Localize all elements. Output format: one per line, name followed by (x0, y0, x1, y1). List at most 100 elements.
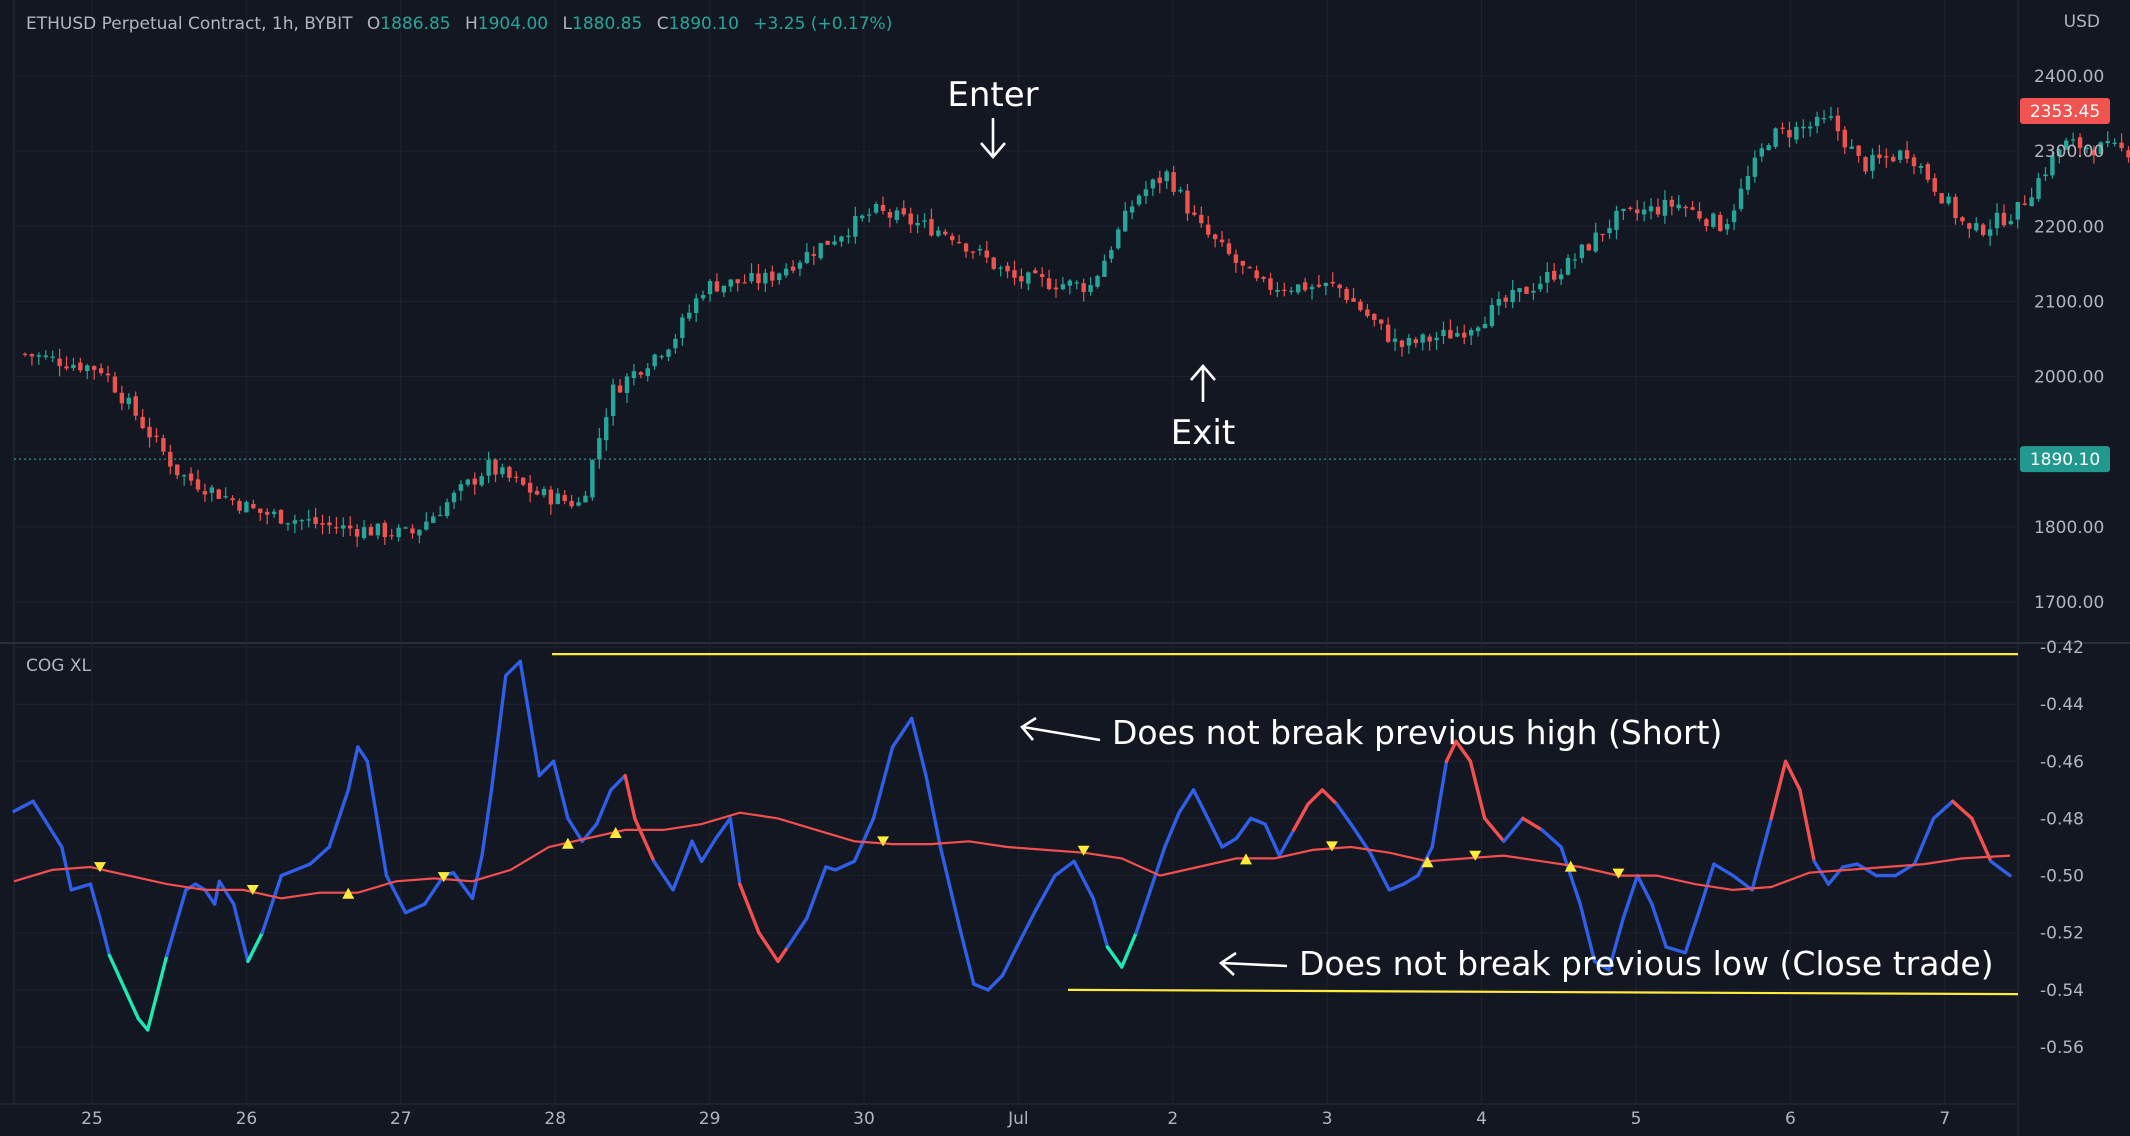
cog-line-segment (480, 788, 494, 858)
candle-body (908, 213, 913, 225)
candle-body (1648, 206, 1654, 212)
candle-body (1510, 289, 1515, 303)
candle-body (382, 522, 388, 538)
candle-body (105, 373, 111, 376)
candle-body (251, 503, 256, 509)
cog-line-segment (1483, 816, 1506, 843)
cog-line-segment (1931, 799, 1955, 821)
candle-body (1531, 290, 1536, 293)
candle-body (1572, 259, 1578, 261)
candle-body (1406, 337, 1412, 346)
cog-line-segment (403, 902, 427, 915)
candle-body (680, 317, 685, 339)
candle-body (1946, 196, 1951, 204)
candle-body (825, 240, 830, 245)
cog-line-segment (1540, 828, 1563, 849)
cog-line-segment (890, 716, 914, 749)
cog-line-segment (633, 816, 656, 863)
candle-body (1545, 271, 1550, 283)
cog-line-segment (1320, 788, 1339, 806)
candle-body (64, 366, 69, 369)
cog-line-segment (776, 945, 790, 963)
candle-body (244, 502, 249, 513)
candle-body (375, 523, 381, 536)
candle-body (617, 385, 623, 393)
cog-line-segment (805, 865, 828, 921)
cog-line-segment (1635, 873, 1654, 906)
candle-body (1150, 179, 1156, 189)
candle-body (880, 204, 886, 211)
candle-body (209, 487, 215, 493)
candle-body (797, 262, 803, 269)
candle-body (1088, 285, 1093, 292)
price-tick-label: 2400.00 (2034, 67, 2104, 87)
candle-body (1275, 290, 1280, 292)
candle-body (956, 241, 962, 244)
candle-body (1586, 244, 1591, 251)
cog-line-segment (652, 859, 675, 892)
candle-body (2119, 142, 2124, 149)
candle-body (1233, 254, 1239, 263)
candle-body (894, 210, 900, 220)
candle-body (1102, 260, 1107, 277)
candle-body (292, 520, 298, 524)
up-signal-marker (609, 827, 622, 838)
cog-line-segment (1335, 802, 1353, 826)
candle-body (963, 243, 969, 252)
cog-line-segment (308, 845, 331, 866)
candle-body (977, 248, 983, 251)
candle-body (1911, 157, 1917, 167)
cog-line-segment (1163, 811, 1181, 849)
candle-body (1455, 333, 1460, 337)
candle-body (1026, 272, 1031, 284)
low-note-label: Does not break previous low (Close trade… (1299, 944, 1994, 983)
candle-body (853, 216, 858, 237)
candle-body (1635, 209, 1640, 214)
candle-body (1503, 297, 1508, 302)
candle-body (700, 295, 706, 299)
candle-body (85, 365, 90, 372)
candle-body (756, 273, 761, 284)
candle-body (2091, 149, 2097, 156)
cog-line-segment (146, 953, 169, 1032)
candle-body (1759, 148, 1764, 157)
candle-body (721, 285, 727, 293)
cog-line-segment (1015, 908, 1038, 949)
down-signal-marker (1469, 850, 1482, 861)
cog-line-segment (165, 888, 188, 958)
candle-body (1420, 334, 1425, 343)
candle-body (1434, 337, 1439, 341)
candle-body (71, 364, 76, 369)
candle-body (860, 215, 865, 219)
candle-body (437, 514, 443, 517)
candle-body (1600, 233, 1605, 236)
indicator-label[interactable]: COG XL (26, 656, 91, 676)
candle-body (1122, 210, 1128, 232)
candle-body (1039, 274, 1045, 277)
candle-body (1676, 204, 1681, 209)
price-axis-currency: USD (2063, 12, 2100, 32)
candle-body (1005, 265, 1010, 272)
cog-line-segment (1105, 945, 1124, 969)
candle-body (804, 251, 810, 264)
cog-line-segment (609, 773, 627, 792)
candle-body (2070, 139, 2076, 141)
candle-body (1863, 157, 1868, 172)
candle-body (2029, 197, 2034, 207)
last-price-label: 2353.45 (2030, 102, 2100, 122)
cog-line-segment (690, 839, 704, 863)
candle-body (361, 527, 367, 539)
signal-line (13, 811, 2011, 900)
cog-line-segment (1277, 828, 1296, 858)
candle-body (790, 266, 796, 271)
cog-line-segment (1559, 845, 1582, 906)
candle-body (1565, 258, 1571, 275)
x-tick-label: 5 (1631, 1109, 1642, 1129)
candle-body (1109, 250, 1114, 259)
cog-line-segment (1091, 896, 1110, 949)
candle-body (1835, 115, 1841, 132)
cog-oscillator (12, 653, 2019, 1032)
candle-body (1614, 210, 1619, 230)
